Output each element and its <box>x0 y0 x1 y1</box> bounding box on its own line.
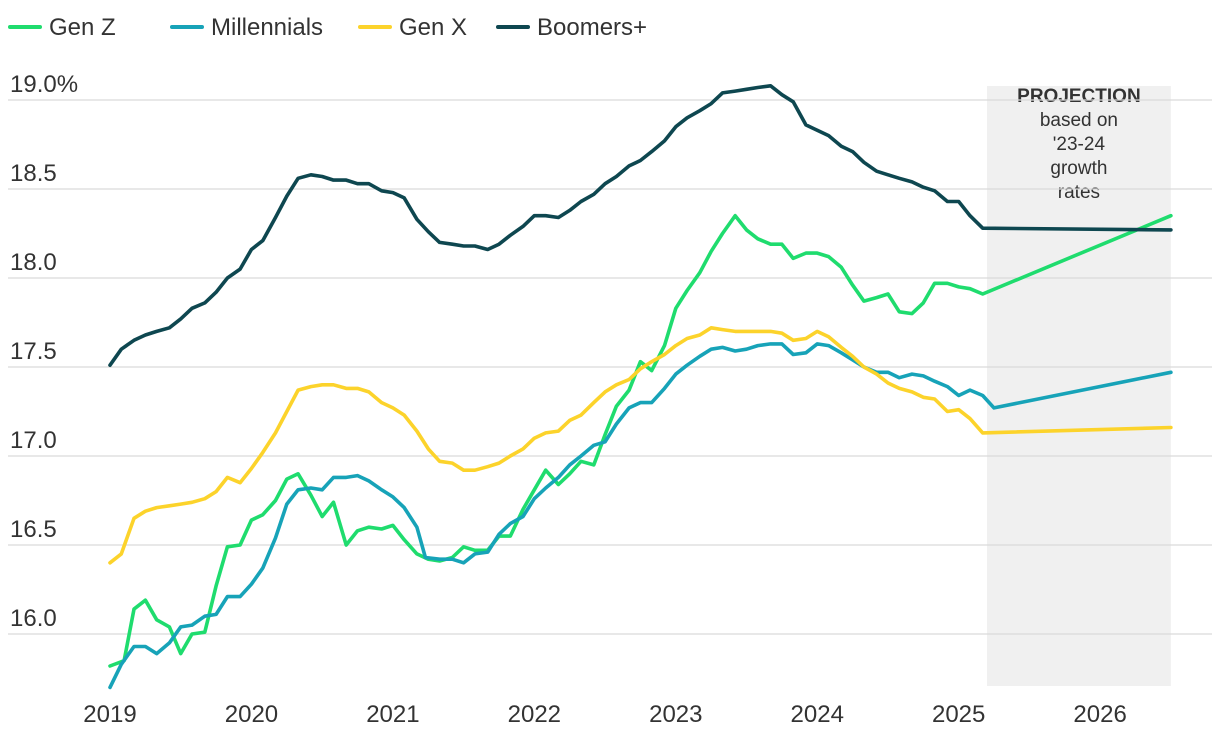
legend-label: Millennials <box>211 14 323 41</box>
y-axis-ticks: 19.0% 18.5 18.0 17.5 17.0 16.5 16.0 <box>10 71 78 632</box>
gridlines <box>8 99 1212 635</box>
y-tick-label: 16.0 <box>10 605 57 632</box>
legend-item-millennials: Millennials <box>170 14 323 41</box>
x-tick-label: 2021 <box>366 701 419 728</box>
legend-label: Gen X <box>399 14 467 41</box>
legend-item-gen-z: Gen Z <box>8 14 116 41</box>
legend-label: Boomers+ <box>537 14 647 41</box>
legend: Gen Z Millennials Gen X Boomers+ <box>8 14 647 41</box>
legend-label: Gen Z <box>49 14 116 41</box>
x-tick-label: 2026 <box>1073 701 1126 728</box>
series-line-boomers <box>108 84 1173 367</box>
x-tick-label: 2023 <box>649 701 702 728</box>
x-tick-label: 2022 <box>508 701 561 728</box>
projection-note-line: based on <box>1040 110 1118 131</box>
projection-note-line: growth <box>1050 158 1107 179</box>
x-axis-ticks: 2019 2020 2021 2022 2023 2024 2025 2026 <box>83 701 1127 728</box>
projection-title: PROJECTION <box>1017 86 1141 107</box>
x-tick-label: 2019 <box>83 701 136 728</box>
series-line-gen-z <box>108 213 1173 668</box>
y-tick-label: 16.5 <box>10 516 57 543</box>
legend-item-gen-x: Gen X <box>358 14 467 41</box>
y-tick-label: 17.5 <box>10 338 57 365</box>
series-lines <box>108 84 1173 690</box>
projection-band <box>986 86 1171 686</box>
series-line-gen-x <box>108 326 1173 565</box>
projection-note-line: '23-24 <box>1053 134 1106 155</box>
projection-region: PROJECTION based on '23-24 growth rates <box>986 86 1171 686</box>
x-tick-label: 2024 <box>791 701 844 728</box>
x-tick-label: 2025 <box>932 701 985 728</box>
x-tick-label: 2020 <box>225 701 278 728</box>
y-tick-label: 18.5 <box>10 160 57 187</box>
y-tick-label: 17.0 <box>10 427 57 454</box>
projection-note-line: rates <box>1058 182 1100 203</box>
y-tick-label: 19.0% <box>10 71 78 98</box>
legend-item-boomers: Boomers+ <box>496 14 647 41</box>
y-tick-label: 18.0 <box>10 249 57 276</box>
